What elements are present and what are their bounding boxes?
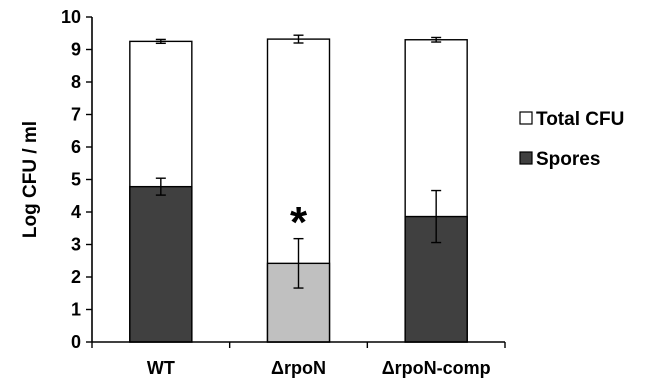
y-tick-label: 5 [71,170,81,190]
annotations: * [290,198,308,247]
bar-spores [266,262,331,343]
legend-swatch [519,151,533,165]
x-axis-labels: WT ΔrpoN ΔrpoN-comp [147,358,491,378]
bars [129,38,468,343]
y-tick-label: 2 [71,267,81,287]
y-tick-label: 9 [71,40,81,60]
y-axis-ticks: 0 1 2 3 4 5 6 7 8 9 10 [61,7,506,352]
bar-spores [129,185,193,343]
legend-label: Total CFU [536,109,624,130]
significance-asterisk: * [290,198,308,247]
y-tick-label: 0 [71,332,81,352]
legend: Total CFU Spores [519,109,624,170]
y-tick-label: 7 [71,105,81,125]
y-tick-label: 4 [71,202,81,222]
bar-spores [404,215,468,343]
x-tick-label: ΔrpoN [271,358,326,378]
legend-label: Spores [536,149,600,170]
y-tick-label: 3 [71,235,81,255]
legend-swatch [519,111,533,125]
y-tick-label: 8 [71,72,81,92]
x-tick-label: ΔrpoN-comp [382,358,491,378]
error-bars [155,34,442,289]
y-tick-label: 6 [71,137,81,157]
y-tick-label: 10 [61,7,81,27]
y-axis-title: Log CFU / ml [20,121,41,238]
y-tick-label: 1 [71,300,81,320]
x-tick-label: WT [147,358,175,378]
